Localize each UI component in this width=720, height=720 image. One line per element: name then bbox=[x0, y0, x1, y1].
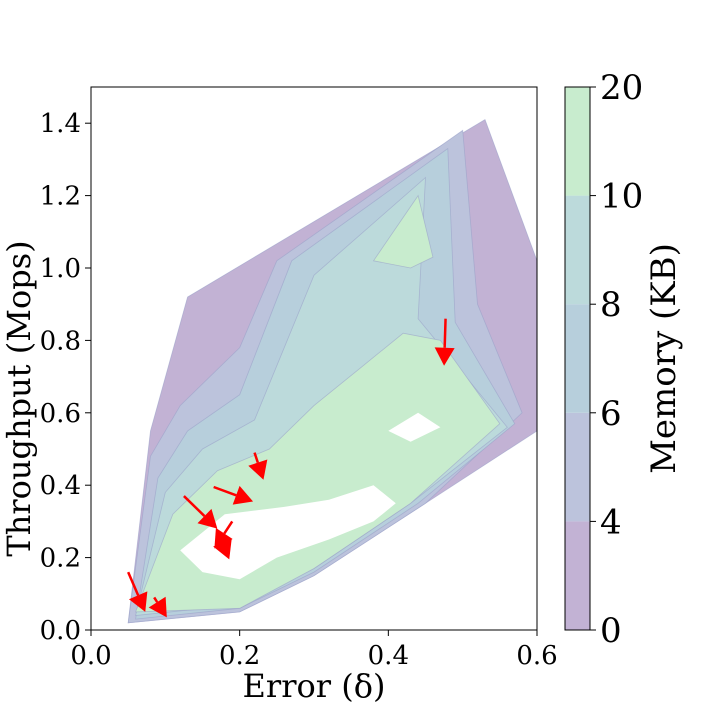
axes-frame bbox=[90, 86, 538, 631]
white-gaps bbox=[180, 412, 441, 580]
white-gap-0 bbox=[180, 485, 396, 580]
colorbar-tick-label: 0 bbox=[600, 611, 622, 651]
y-tick-label: 0.6 bbox=[40, 399, 81, 429]
colorbar-band bbox=[565, 87, 590, 196]
arrow-5 bbox=[213, 538, 232, 560]
arrow-2 bbox=[213, 485, 254, 505]
colorbar-tick-label: 10 bbox=[600, 177, 643, 217]
arrow-7 bbox=[148, 596, 167, 618]
colorbar-band bbox=[565, 521, 590, 630]
colorbar-tick-label: 20 bbox=[600, 68, 643, 108]
colorbar-label: Memory (KB) bbox=[644, 243, 684, 474]
colorbar-tick-label: 6 bbox=[600, 394, 622, 434]
x-tick-label: 0.2 bbox=[219, 641, 260, 671]
axes bbox=[90, 86, 538, 631]
y-tick-label: 1.4 bbox=[40, 109, 81, 139]
arrow-6 bbox=[127, 571, 148, 612]
y-tick-label: 0.2 bbox=[40, 544, 81, 574]
arrow-1 bbox=[248, 452, 268, 480]
contour-region-level-10-20-upper bbox=[372, 194, 434, 269]
colorbar-frame bbox=[564, 86, 591, 631]
white-gap-1 bbox=[388, 412, 441, 442]
y-tick-label: 1.2 bbox=[40, 182, 81, 212]
arrow-4 bbox=[214, 520, 234, 549]
y-tick-label: 0.0 bbox=[40, 616, 81, 646]
arrow-markers bbox=[127, 318, 455, 618]
y-axis-ticks: 0.0 0.2 0.4 0.6 0.8 1.0 1.2 1.4 bbox=[40, 109, 91, 646]
colorbar-band bbox=[565, 412, 590, 522]
colorbar-tick-label: 4 bbox=[600, 502, 622, 542]
x-tick-label: 0.6 bbox=[516, 641, 557, 671]
colorbar-band bbox=[565, 195, 590, 305]
x-axis-ticks: 0.0 0.2 0.4 0.6 bbox=[70, 630, 558, 671]
y-tick-label: 1.0 bbox=[40, 254, 81, 284]
colorbar: 0 4 6 8 10 20 bbox=[564, 68, 643, 651]
arrow-0 bbox=[434, 318, 455, 366]
x-tick-label: 0.0 bbox=[70, 641, 111, 671]
x-tick-label: 0.4 bbox=[368, 641, 409, 671]
y-tick-label: 0.4 bbox=[40, 471, 81, 501]
y-axis-label: Throughput (Mops) bbox=[0, 240, 38, 556]
colorbar-tick-label: 8 bbox=[600, 285, 622, 325]
y-tick-label: 0.8 bbox=[40, 326, 81, 356]
x-axis-label: Error (δ) bbox=[243, 667, 386, 705]
colorbar-band bbox=[565, 304, 590, 413]
arrow-3 bbox=[183, 495, 218, 529]
